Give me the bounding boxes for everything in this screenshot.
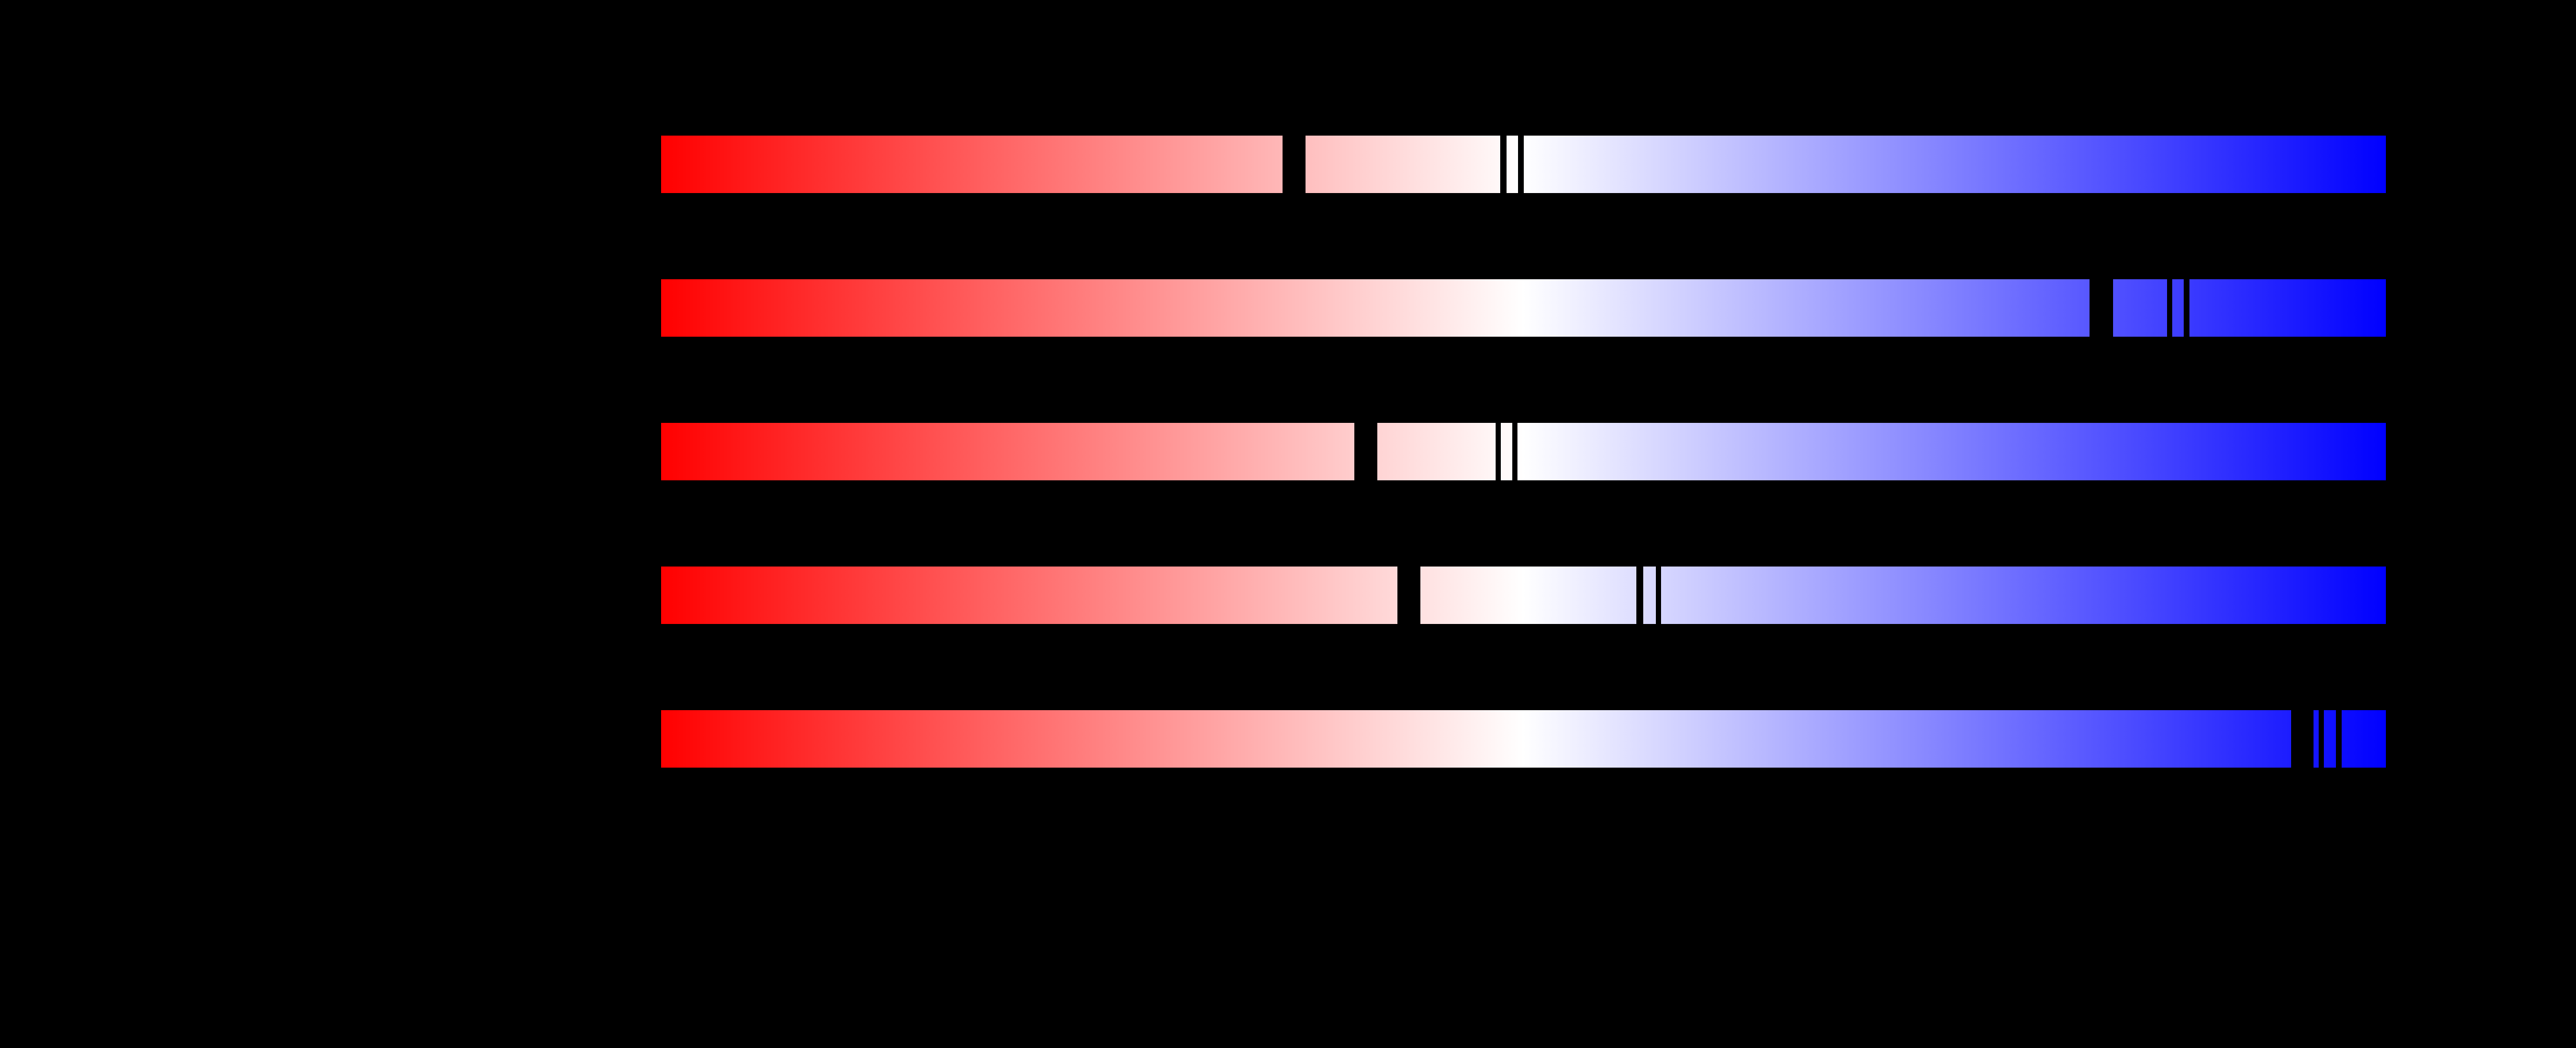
marker-tick-1 [2318,710,2324,768]
gradient-strip-row-1 [661,135,2386,194]
marker-wide-gap [2291,710,2314,768]
marker-wide-gap [1282,135,1306,194]
gradient-strip-row-2 [661,279,2386,337]
marker-tick-2 [2335,710,2342,768]
marker-wide-gap [1397,566,1420,625]
gradient-strip-row-5 [661,710,2386,768]
marker-wide-gap [1354,422,1377,481]
plot-area [661,0,2386,1048]
gradient-strip-row-3 [661,422,2386,481]
marker-tick-1 [1636,566,1643,625]
marker-tick-2 [1517,135,1524,194]
marker-tick-1 [2166,279,2172,337]
marker-tick-1 [1495,422,1501,481]
gradient-strip-row-4 [661,566,2386,625]
marker-tick-2 [2184,279,2189,337]
marker-tick-2 [1512,422,1517,481]
marker-wide-gap [2090,279,2113,337]
marker-tick-1 [1500,135,1507,194]
marker-tick-2 [1656,566,1661,625]
